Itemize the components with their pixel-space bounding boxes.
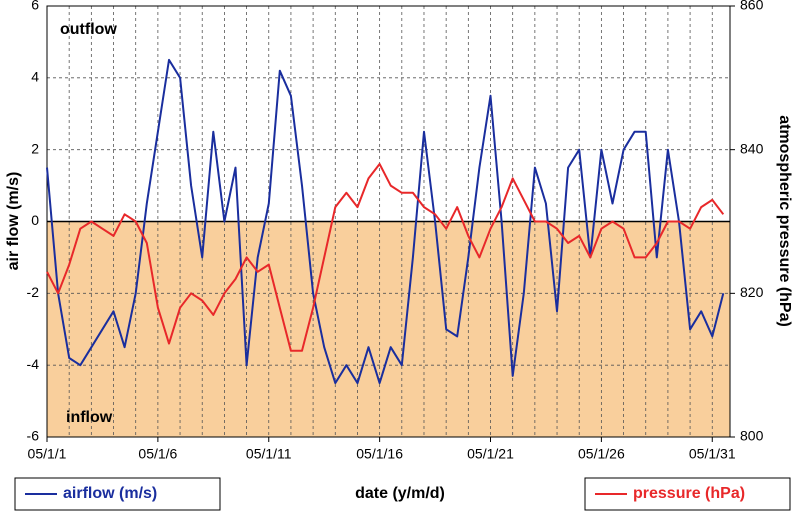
y-tick-label: -4	[27, 356, 40, 372]
x-axis-title: date (y/m/d)	[355, 485, 445, 502]
y2-tick-label: 800	[740, 428, 764, 444]
y-axis-title: air flow (m/s)	[5, 172, 22, 271]
y2-axis-title: atmospheric pressure (hPa)	[776, 115, 793, 327]
data-line	[46, 58, 725, 385]
data-line	[46, 163, 725, 352]
inflow-shade	[47, 221, 730, 437]
x-tick-label: 05/1/16	[356, 446, 403, 462]
y-tick-label: 0	[31, 212, 39, 228]
y2-tick-label: 820	[740, 284, 764, 300]
y-tick-label: 4	[31, 69, 39, 85]
legend-label: airflow (m/s)	[63, 485, 157, 502]
x-tick-label: 05/1/1	[28, 446, 67, 462]
x-tick-label: 05/1/11	[246, 446, 292, 462]
y-tick-label: 2	[31, 140, 39, 156]
x-tick-label: 05/1/21	[467, 446, 514, 462]
x-tick-label: 05/1/26	[578, 446, 625, 462]
x-tick-label: 05/1/6	[138, 446, 177, 462]
annotation: outflow	[60, 21, 117, 38]
y-tick-label: 6	[31, 0, 39, 13]
legend-label: pressure (hPa)	[633, 485, 745, 502]
y2-tick-label: 860	[740, 0, 764, 13]
annotation: inflow	[66, 409, 113, 426]
plot-frame	[46, 5, 731, 438]
y-tick-label: -2	[27, 284, 40, 300]
y-tick-label: -6	[27, 428, 40, 444]
y2-tick-label: 840	[740, 140, 764, 156]
x-tick-label: 05/1/31	[689, 446, 736, 462]
